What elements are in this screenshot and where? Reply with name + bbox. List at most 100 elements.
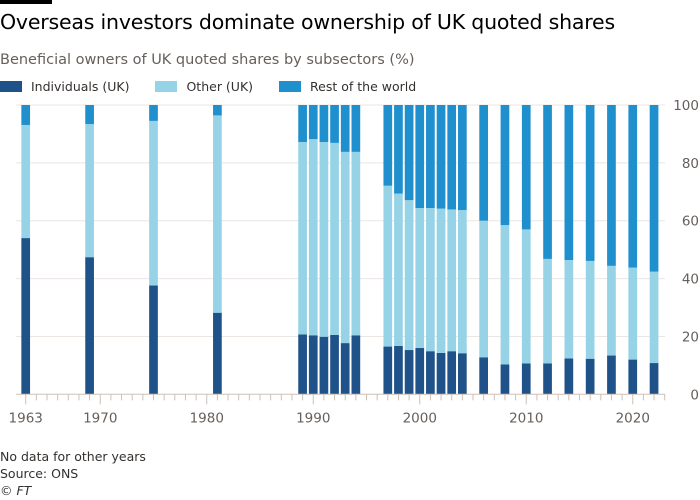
bar-other-1999 — [404, 200, 414, 351]
bar-row-1999 — [404, 105, 414, 201]
bar-individuals-1990 — [308, 335, 318, 395]
legend-item-row: Rest of the world — [279, 79, 416, 94]
bar-row-2014 — [564, 105, 574, 261]
x-tick-label: 2010 — [509, 410, 543, 426]
bar-individuals-1991 — [319, 336, 329, 395]
bar-other-2018 — [607, 265, 616, 356]
bar-row-1963 — [21, 105, 31, 125]
legend-label-row: Rest of the world — [310, 79, 417, 94]
bar-other-2012 — [543, 258, 552, 364]
bar-individuals-2016 — [585, 358, 595, 395]
ft-top-bar — [0, 0, 52, 4]
bar-row-2001 — [426, 105, 435, 208]
bar-row-1975 — [149, 105, 158, 121]
y-tick-label: 20 — [682, 329, 699, 345]
bar-individuals-2003 — [447, 351, 457, 395]
legend-label-individuals: Individuals (UK) — [31, 79, 130, 94]
legend-swatch-other — [155, 81, 178, 92]
y-tick-label: 40 — [682, 272, 699, 288]
bar-individuals-1989 — [298, 334, 307, 395]
bar-other-1994 — [351, 151, 361, 336]
bar-individuals-1975 — [149, 285, 158, 395]
bar-individuals-1997 — [383, 346, 393, 395]
bar-row-2018 — [607, 105, 616, 266]
x-tick-label: 2000 — [403, 410, 437, 426]
y-tick-label: 100 — [673, 98, 699, 114]
bar-other-2016 — [585, 260, 595, 359]
bar-row-2008 — [500, 105, 510, 226]
bar-other-2000 — [415, 207, 425, 349]
bar-row-2012 — [543, 105, 552, 259]
bar-row-1989 — [298, 105, 307, 143]
bar-other-2002 — [436, 208, 446, 353]
bar-individuals-2020 — [628, 359, 638, 395]
bar-other-2020 — [628, 267, 638, 360]
x-tick-label: 1963 — [9, 410, 43, 426]
bar-other-2010 — [521, 229, 531, 364]
bar-row-1993 — [340, 105, 350, 152]
bar-other-1992 — [330, 142, 339, 335]
legend-item-other: Other (UK) — [155, 79, 253, 94]
bar-individuals-2002 — [436, 352, 446, 395]
bar-other-1981 — [213, 115, 222, 313]
bar-row-2000 — [415, 105, 425, 208]
bar-other-1997 — [383, 185, 393, 347]
chart-subtitle: Beneficial owners of UK quoted shares by… — [0, 52, 415, 68]
footer-source: Source: ONS — [0, 466, 79, 481]
legend-swatch-row — [279, 81, 302, 92]
bar-other-1989 — [298, 142, 307, 335]
legend-label-other: Other (UK) — [186, 79, 254, 94]
bar-row-2003 — [447, 105, 457, 210]
bar-individuals-1969 — [85, 257, 94, 395]
x-tick-label: 1990 — [296, 410, 330, 426]
x-tick-label: 2020 — [616, 410, 650, 426]
x-tick-label: 1980 — [190, 410, 224, 426]
y-tick-label: 60 — [682, 214, 699, 230]
bar-row-2016 — [585, 105, 595, 261]
bar-row-2020 — [628, 105, 638, 268]
bar-other-2001 — [426, 207, 435, 352]
bar-individuals-2000 — [415, 348, 425, 395]
bar-other-1963 — [21, 124, 31, 239]
bar-row-1992 — [330, 105, 339, 143]
legend-swatch-individuals — [0, 81, 22, 92]
bar-other-2006 — [479, 220, 488, 358]
footer-note: No data for other years — [0, 449, 146, 464]
bar-other-1969 — [85, 124, 94, 258]
bar-individuals-2022 — [649, 363, 659, 395]
y-tick-label: 0 — [690, 387, 699, 403]
bar-individuals-2004 — [458, 353, 467, 395]
bar-other-2003 — [447, 209, 457, 352]
bar-other-1991 — [319, 142, 329, 337]
footer-copyright: © FT — [0, 483, 32, 498]
bar-other-1993 — [340, 151, 350, 344]
bar-individuals-2018 — [607, 355, 616, 395]
bar-row-2010 — [521, 105, 531, 230]
bar-row-2022 — [649, 105, 659, 272]
bar-individuals-1992 — [330, 334, 339, 395]
chart-title: Overseas investors dominate ownership of… — [0, 10, 615, 34]
bar-other-2022 — [649, 271, 659, 364]
bar-other-1990 — [308, 139, 318, 336]
bar-individuals-1963 — [21, 238, 31, 395]
bar-row-1969 — [85, 105, 94, 125]
bar-row-1981 — [213, 105, 222, 116]
bar-other-2004 — [458, 210, 467, 354]
bar-row-1998 — [394, 105, 403, 194]
bar-individuals-2001 — [426, 351, 435, 395]
bar-individuals-2008 — [500, 364, 510, 395]
x-tick-label: 1970 — [83, 410, 117, 426]
bar-row-1990 — [308, 105, 318, 140]
bar-individuals-2010 — [521, 363, 531, 395]
bar-other-2014 — [564, 260, 574, 359]
bar-other-1998 — [394, 193, 403, 346]
bar-individuals-1994 — [351, 335, 361, 395]
bar-row-1994 — [351, 105, 361, 152]
bar-individuals-2014 — [564, 358, 574, 395]
y-tick-label: 80 — [682, 156, 699, 172]
bar-other-2008 — [500, 225, 510, 365]
bar-row-1991 — [319, 105, 329, 143]
legend-item-individuals: Individuals (UK) — [0, 79, 129, 94]
bar-individuals-1998 — [394, 345, 403, 395]
